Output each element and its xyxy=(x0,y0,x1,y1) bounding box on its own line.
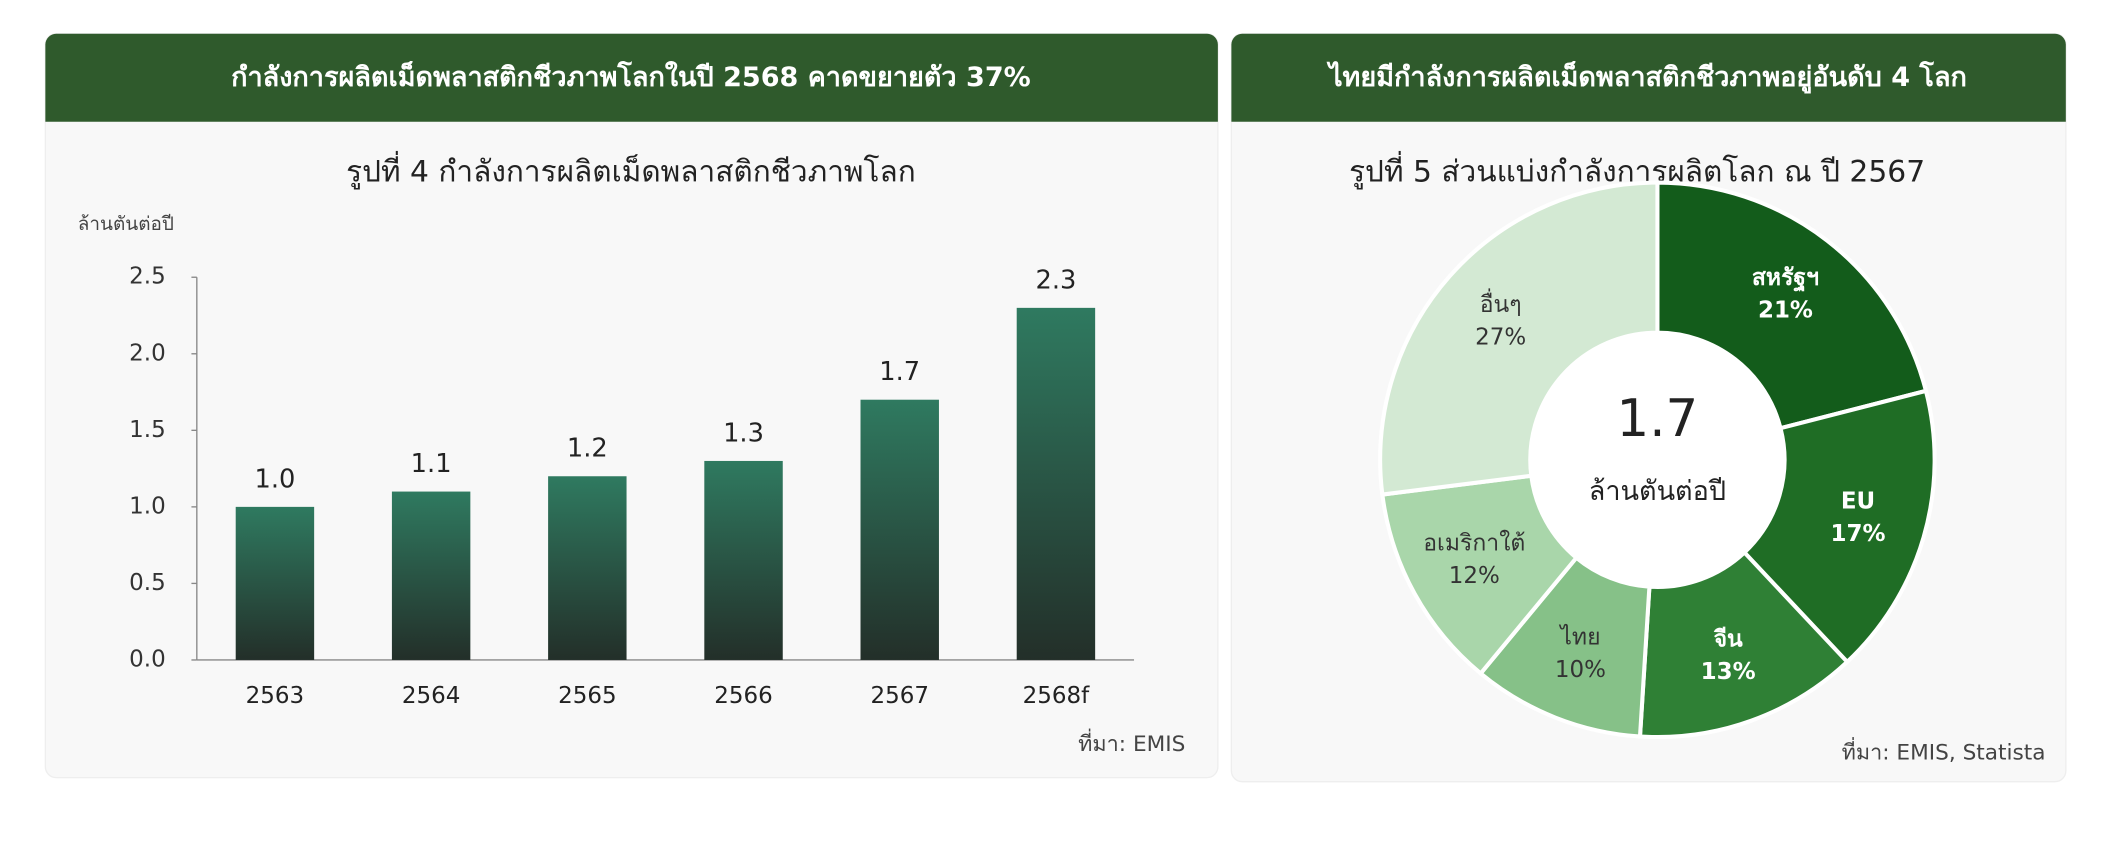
slice-label: อเมริกาใต้ xyxy=(1423,530,1525,557)
y-tick-label: 0.0 xyxy=(129,646,166,672)
source-note: ที่มา: EMIS xyxy=(1078,729,1185,757)
slice-value: 27% xyxy=(1475,324,1526,350)
bar xyxy=(704,460,783,660)
value-label: 1.1 xyxy=(411,449,452,479)
x-tick-label: 2567 xyxy=(870,683,929,709)
y-tick-label: 2.5 xyxy=(129,264,166,290)
value-label: 1.3 xyxy=(723,418,764,448)
right-header: ไทยมีกำลังการผลิตเม็ดพลาสติกชีวภาพอยู่อั… xyxy=(1326,59,1967,94)
source-note: ที่มา: EMIS, Statista xyxy=(1842,737,2046,765)
slice-label: ไทย xyxy=(1558,623,1600,650)
x-tick-label: 2566 xyxy=(714,683,773,709)
bar xyxy=(391,491,471,660)
x-tick-label: 2568f xyxy=(1023,683,1090,709)
donut-hole xyxy=(1530,332,1785,587)
chart-title: รูปที่ 4 กำลังการผลิตเม็ดพลาสติกชีวภาพโล… xyxy=(346,151,916,190)
slice-value: 12% xyxy=(1449,563,1500,589)
y-tick-label: 1.5 xyxy=(129,417,166,443)
x-tick-label: 2563 xyxy=(246,683,305,709)
y-axis-label: ล้านตันต่อปี xyxy=(78,213,174,235)
slice-value: 21% xyxy=(1758,297,1813,323)
y-tick-label: 1.0 xyxy=(129,493,166,519)
slice-label: อื่นๆ xyxy=(1480,288,1522,318)
slice-label: สหรัฐฯ xyxy=(1752,265,1819,292)
x-tick-label: 2565 xyxy=(558,683,617,709)
slice-value: 13% xyxy=(1701,659,1756,685)
bar xyxy=(548,476,627,660)
slice-label: EU xyxy=(1841,488,1875,514)
x-tick-label: 2564 xyxy=(402,683,461,709)
value-label: 2.3 xyxy=(1035,265,1076,295)
right-header-band xyxy=(1231,33,2066,122)
y-tick-label: 0.5 xyxy=(129,570,166,596)
bar xyxy=(1016,307,1096,660)
center-label: ล้านตันต่อปี xyxy=(1589,476,1726,507)
center-value: 1.7 xyxy=(1617,389,1699,449)
slice-label: จีน xyxy=(1713,627,1743,653)
slice-value: 17% xyxy=(1831,521,1886,547)
slice-value: 10% xyxy=(1555,657,1606,683)
value-label: 1.0 xyxy=(254,464,295,494)
left-header: กำลังการผลิตเม็ดพลาสติกชีวภาพโลกในปี 256… xyxy=(231,59,1031,93)
bar xyxy=(860,399,939,660)
value-label: 1.7 xyxy=(879,357,920,387)
left-header-band xyxy=(45,33,1218,122)
y-tick-label: 2.0 xyxy=(129,340,166,366)
bar xyxy=(235,506,315,660)
value-label: 1.2 xyxy=(567,434,608,464)
